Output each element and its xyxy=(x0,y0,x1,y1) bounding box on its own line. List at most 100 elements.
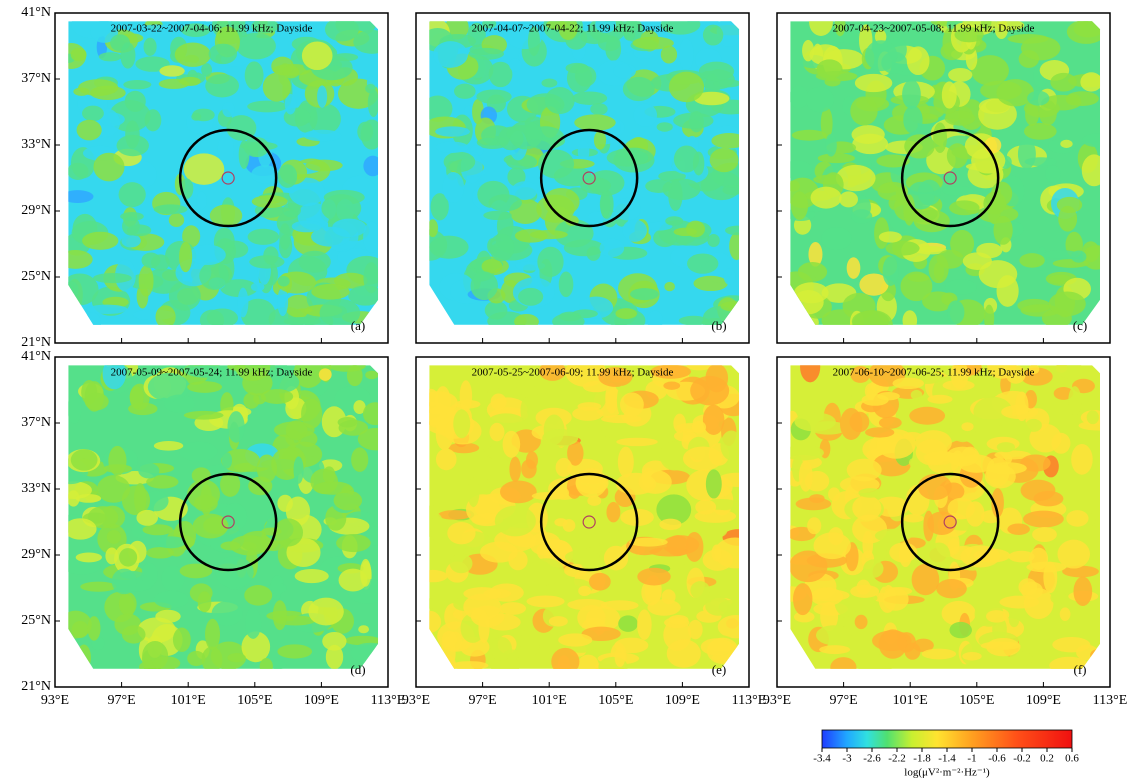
contour-blob xyxy=(127,224,152,237)
contour-blob xyxy=(430,193,449,221)
map-panel: 2007-04-07~2007-04-22; 11.99 kHz; Daysid… xyxy=(415,12,750,344)
contour-blob xyxy=(830,657,857,669)
contour-blob xyxy=(577,654,599,669)
epicenter-ring xyxy=(178,472,278,572)
panel-title: 2007-06-10~2007-06-25; 11.99 kHz; Daysid… xyxy=(833,367,1035,379)
contour-blob xyxy=(321,194,362,223)
epicenter xyxy=(943,171,957,185)
contour-blob xyxy=(686,365,712,371)
contour-blob xyxy=(179,76,201,86)
contour-blob xyxy=(102,365,126,390)
contour-blob xyxy=(351,447,369,472)
contour-blob xyxy=(1019,253,1045,268)
contour-blob xyxy=(172,627,191,652)
contour-field xyxy=(429,365,740,669)
contour-blob xyxy=(1066,510,1089,527)
contour-blob xyxy=(858,488,883,498)
contour-blob xyxy=(509,58,522,72)
contour-blob xyxy=(623,29,636,41)
contour-blob xyxy=(581,626,621,641)
map-panel: 2007-04-23~2007-05-08; 11.99 kHz; Daysid… xyxy=(776,12,1111,344)
contour-blob xyxy=(363,155,379,177)
contour-blob xyxy=(510,386,552,395)
contour-blob xyxy=(948,68,973,82)
contour-blob xyxy=(542,429,579,447)
contour-blob xyxy=(852,133,889,155)
contour-blob xyxy=(1020,581,1044,600)
y-tick-label: 33°N xyxy=(21,137,51,152)
contour-blob xyxy=(429,235,469,259)
contour-blob xyxy=(917,473,952,501)
contour-blob xyxy=(152,656,181,669)
contour-blob xyxy=(637,567,671,586)
contour-blob xyxy=(241,631,271,663)
contour-blob xyxy=(902,79,921,109)
contour-blob xyxy=(279,223,291,250)
contour-blob xyxy=(1058,205,1078,232)
contour-blob xyxy=(614,647,626,668)
contour-blob xyxy=(199,261,229,290)
contour-blob xyxy=(544,87,575,115)
contour-blob xyxy=(338,568,368,592)
contour-blob xyxy=(548,616,568,627)
contour-blob xyxy=(482,21,497,29)
x-tick-label: 113°E xyxy=(1093,693,1128,708)
contour-blob xyxy=(942,186,974,196)
contour-blob xyxy=(558,21,578,41)
contour-blob xyxy=(913,638,934,653)
contour-blob xyxy=(463,587,502,601)
contour-blob xyxy=(617,446,634,478)
contour-blob xyxy=(679,38,694,71)
contour-blob xyxy=(996,79,1035,107)
contour-blob xyxy=(336,533,371,553)
contour-blob xyxy=(429,219,439,238)
contour-blob xyxy=(693,91,730,106)
panel-frame xyxy=(54,12,389,344)
contour-blob xyxy=(478,137,499,146)
contour-blob xyxy=(711,132,740,149)
contour-blob xyxy=(1086,410,1099,425)
contour-blob xyxy=(137,617,176,643)
contour-blob xyxy=(196,191,207,210)
contour-blob xyxy=(633,103,658,127)
map-panel: 2007-03-22~2007-04-06; 11.99 kHz; Daysid… xyxy=(21,5,389,350)
contour-blob xyxy=(189,244,226,266)
contour-blob xyxy=(365,83,376,94)
contour-blob xyxy=(301,399,323,429)
contour-blob xyxy=(247,100,288,113)
contour-blob xyxy=(1015,391,1029,422)
contour-blob xyxy=(593,130,607,150)
contour-blob xyxy=(885,240,920,256)
contour-blob xyxy=(590,103,608,116)
contour-blob xyxy=(368,660,379,669)
contour-field xyxy=(68,365,379,669)
contour-blob xyxy=(123,160,157,190)
contour-blob xyxy=(283,316,321,325)
contour-blob xyxy=(659,518,682,531)
contour-blob xyxy=(324,21,359,42)
contour-blob xyxy=(285,420,308,441)
contour-blob xyxy=(918,598,946,630)
contour-blob xyxy=(97,475,131,503)
contour-blob xyxy=(638,470,672,494)
y-tick-label: 21°N xyxy=(21,679,51,694)
contour-blob xyxy=(615,308,637,320)
contour-blob xyxy=(153,590,189,609)
contour-blob xyxy=(111,568,137,595)
contour-blob xyxy=(660,45,678,64)
contour-blob xyxy=(793,583,813,616)
y-tick-label: 41°N xyxy=(21,5,51,20)
contour-blob xyxy=(179,241,193,273)
contour-blob xyxy=(293,456,304,484)
contour-blob xyxy=(490,655,520,669)
contour-blob xyxy=(987,365,1017,379)
x-tick-label: 97°E xyxy=(108,693,136,708)
contour-blob xyxy=(286,537,321,568)
contour-blob xyxy=(453,83,476,99)
contour-blob xyxy=(123,80,152,90)
contour-blob xyxy=(1082,245,1101,270)
contour-blob xyxy=(272,600,287,631)
contour-blob xyxy=(438,510,472,520)
contour-blob xyxy=(1049,656,1089,669)
